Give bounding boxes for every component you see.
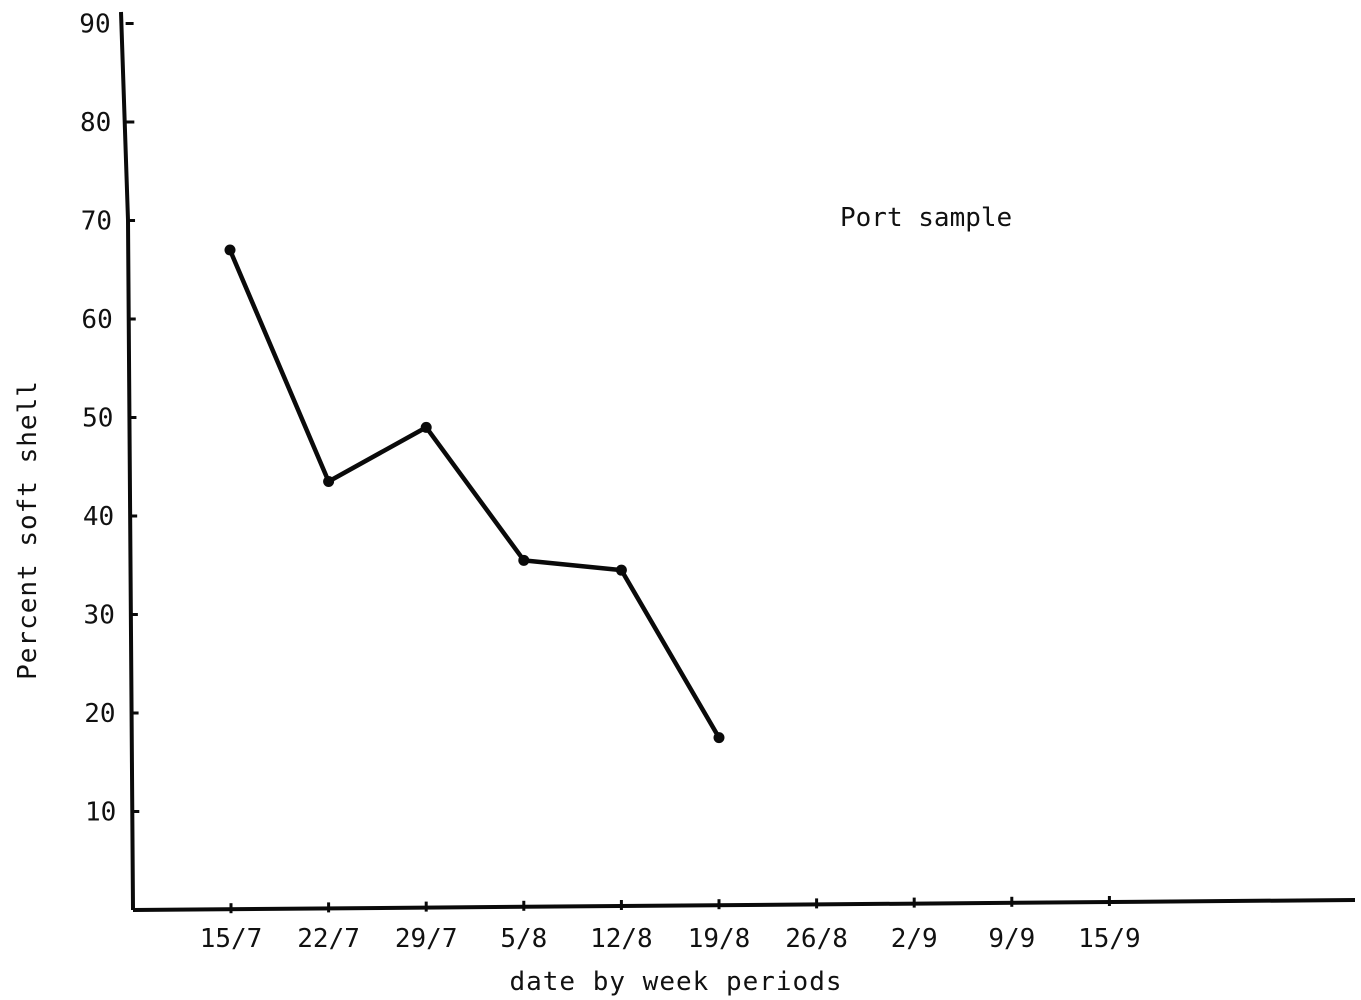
y-tick-label: 90	[79, 10, 110, 40]
y-tick-label: 40	[83, 502, 114, 532]
data-point	[616, 565, 627, 576]
x-tick-label: 2/9	[891, 924, 938, 954]
data-point	[714, 732, 725, 743]
x-tick-label: 15/7	[200, 924, 263, 954]
x-axis	[133, 900, 1355, 910]
y-axis	[121, 12, 133, 910]
data-point	[225, 245, 236, 256]
y-tick-label: 50	[82, 404, 113, 434]
x-tick-label: 15/9	[1078, 924, 1141, 954]
x-tick-label: 19/8	[688, 924, 751, 954]
axes	[121, 12, 1355, 910]
series-line	[230, 250, 719, 738]
y-tick-label: 30	[84, 601, 115, 631]
data-point	[518, 555, 529, 566]
x-tick-label: 5/8	[500, 924, 547, 954]
y-axis-label: Percent soft shell	[13, 380, 43, 680]
data-point	[421, 422, 432, 433]
x-tick-label: 29/7	[395, 924, 458, 954]
x-axis-label: date by week periods	[509, 967, 842, 997]
x-tick-label: 12/8	[590, 924, 653, 954]
y-tick-label: 80	[80, 108, 111, 138]
x-tick-label: 26/8	[785, 924, 848, 954]
x-tick-label: 9/9	[988, 924, 1035, 954]
y-tick-label: 60	[81, 305, 112, 335]
series-layer	[225, 245, 725, 744]
data-point	[323, 476, 334, 487]
annotation-port-sample: Port sample	[840, 203, 1012, 233]
y-tick-label: 10	[85, 798, 116, 828]
y-tick-label: 20	[84, 699, 115, 729]
y-tick-label: 70	[81, 207, 112, 237]
x-tick-label: 22/7	[297, 924, 360, 954]
